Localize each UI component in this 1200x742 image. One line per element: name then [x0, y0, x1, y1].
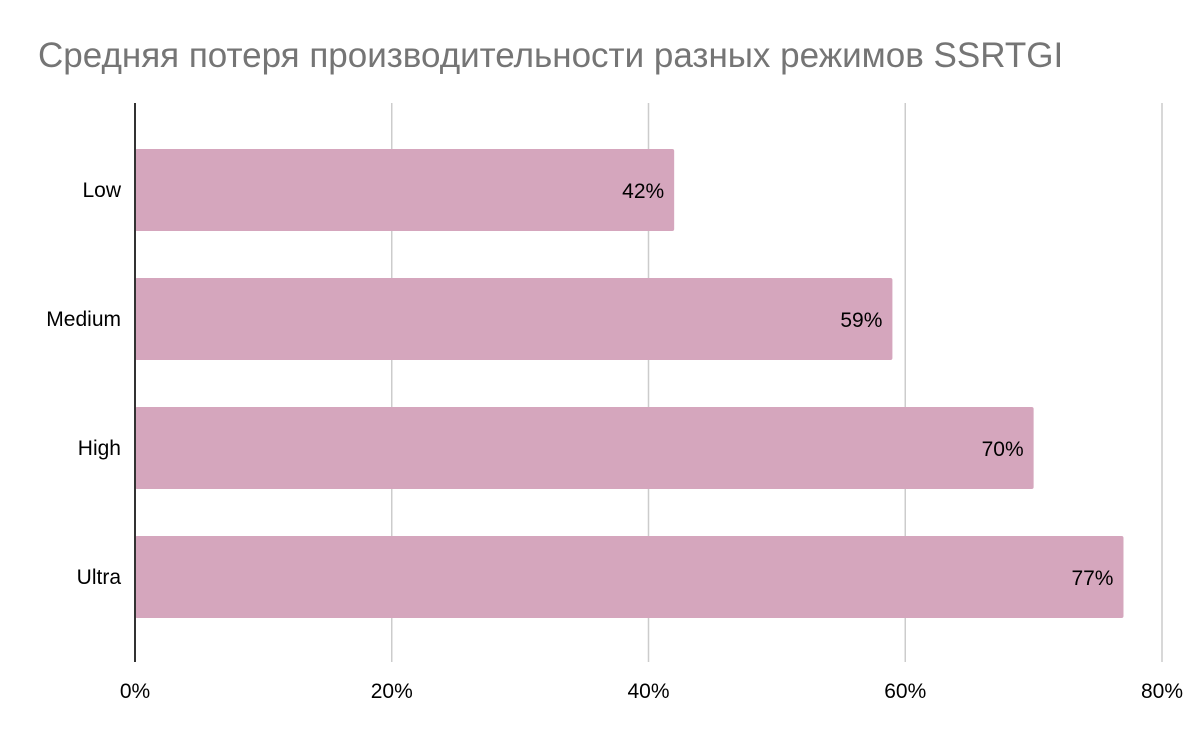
x-tick-label: 20% [371, 680, 413, 703]
bar-high [135, 407, 1034, 489]
x-tick-label: 0% [120, 680, 150, 703]
data-label: 77% [1071, 567, 1113, 590]
data-label: 70% [982, 438, 1024, 461]
x-tick-label: 40% [627, 680, 669, 703]
category-label: Medium [46, 308, 121, 331]
x-tick-label: 80% [1141, 680, 1183, 703]
data-label: 42% [622, 180, 664, 203]
category-label: High [78, 437, 121, 460]
category-label: Ultra [77, 566, 122, 589]
chart-title: Средняя потеря производительности разных… [38, 36, 1064, 75]
bars [135, 149, 1124, 618]
x-tick-label: 60% [884, 680, 926, 703]
data-label: 59% [840, 309, 882, 332]
category-label: Low [82, 179, 121, 202]
bar-low [135, 149, 675, 231]
bar-medium [135, 278, 893, 360]
labels: 0% 20% 40% 60% 80% Low 42% Medium 59% High 70% Ultr… [46, 179, 1183, 703]
bar-ultra [135, 536, 1124, 618]
